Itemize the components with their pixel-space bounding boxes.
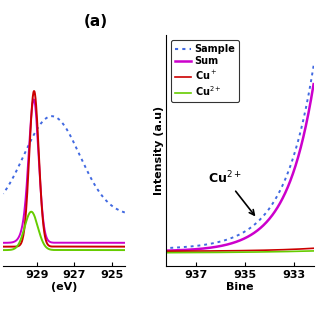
X-axis label: Bine: Bine — [226, 282, 254, 292]
Text: (a): (a) — [84, 14, 108, 29]
X-axis label: (eV): (eV) — [51, 282, 77, 292]
Y-axis label: Intensity (a.u): Intensity (a.u) — [154, 106, 164, 195]
Text: Cu$^{2+}$: Cu$^{2+}$ — [208, 170, 254, 215]
Legend: Sample, Sum, Cu$^+$, Cu$^{2+}$: Sample, Sum, Cu$^+$, Cu$^{2+}$ — [171, 40, 239, 102]
